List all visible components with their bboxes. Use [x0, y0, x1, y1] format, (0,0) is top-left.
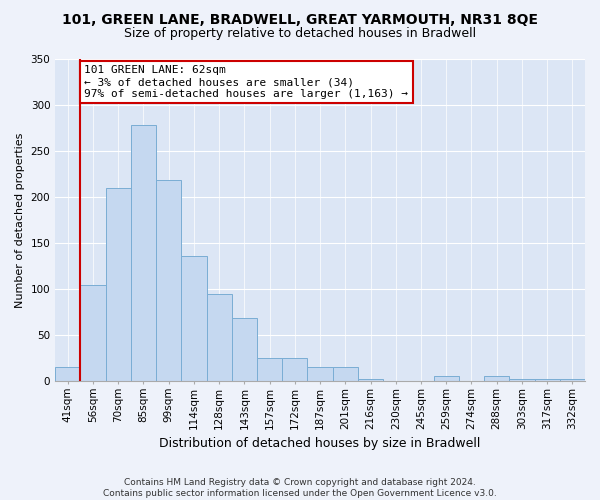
Text: Size of property relative to detached houses in Bradwell: Size of property relative to detached ho… — [124, 28, 476, 40]
Bar — [181, 256, 206, 381]
Text: 101 GREEN LANE: 62sqm
← 3% of detached houses are smaller (34)
97% of semi-detac: 101 GREEN LANE: 62sqm ← 3% of detached h… — [84, 66, 408, 98]
Bar — [358, 379, 383, 381]
Bar — [509, 379, 535, 381]
Bar — [131, 125, 156, 381]
Bar — [106, 188, 131, 381]
Bar — [232, 318, 257, 381]
Bar — [257, 358, 282, 381]
Bar — [434, 376, 459, 381]
Text: 101, GREEN LANE, BRADWELL, GREAT YARMOUTH, NR31 8QE: 101, GREEN LANE, BRADWELL, GREAT YARMOUT… — [62, 12, 538, 26]
Bar — [206, 294, 232, 381]
Bar — [535, 379, 560, 381]
Bar — [80, 286, 106, 381]
Text: Contains HM Land Registry data © Crown copyright and database right 2024.
Contai: Contains HM Land Registry data © Crown c… — [103, 478, 497, 498]
Bar — [484, 376, 509, 381]
Bar — [156, 180, 181, 381]
Bar — [332, 367, 358, 381]
Bar — [560, 379, 585, 381]
Y-axis label: Number of detached properties: Number of detached properties — [15, 132, 25, 308]
Bar — [307, 367, 332, 381]
Bar — [282, 358, 307, 381]
Bar — [55, 367, 80, 381]
X-axis label: Distribution of detached houses by size in Bradwell: Distribution of detached houses by size … — [160, 437, 481, 450]
